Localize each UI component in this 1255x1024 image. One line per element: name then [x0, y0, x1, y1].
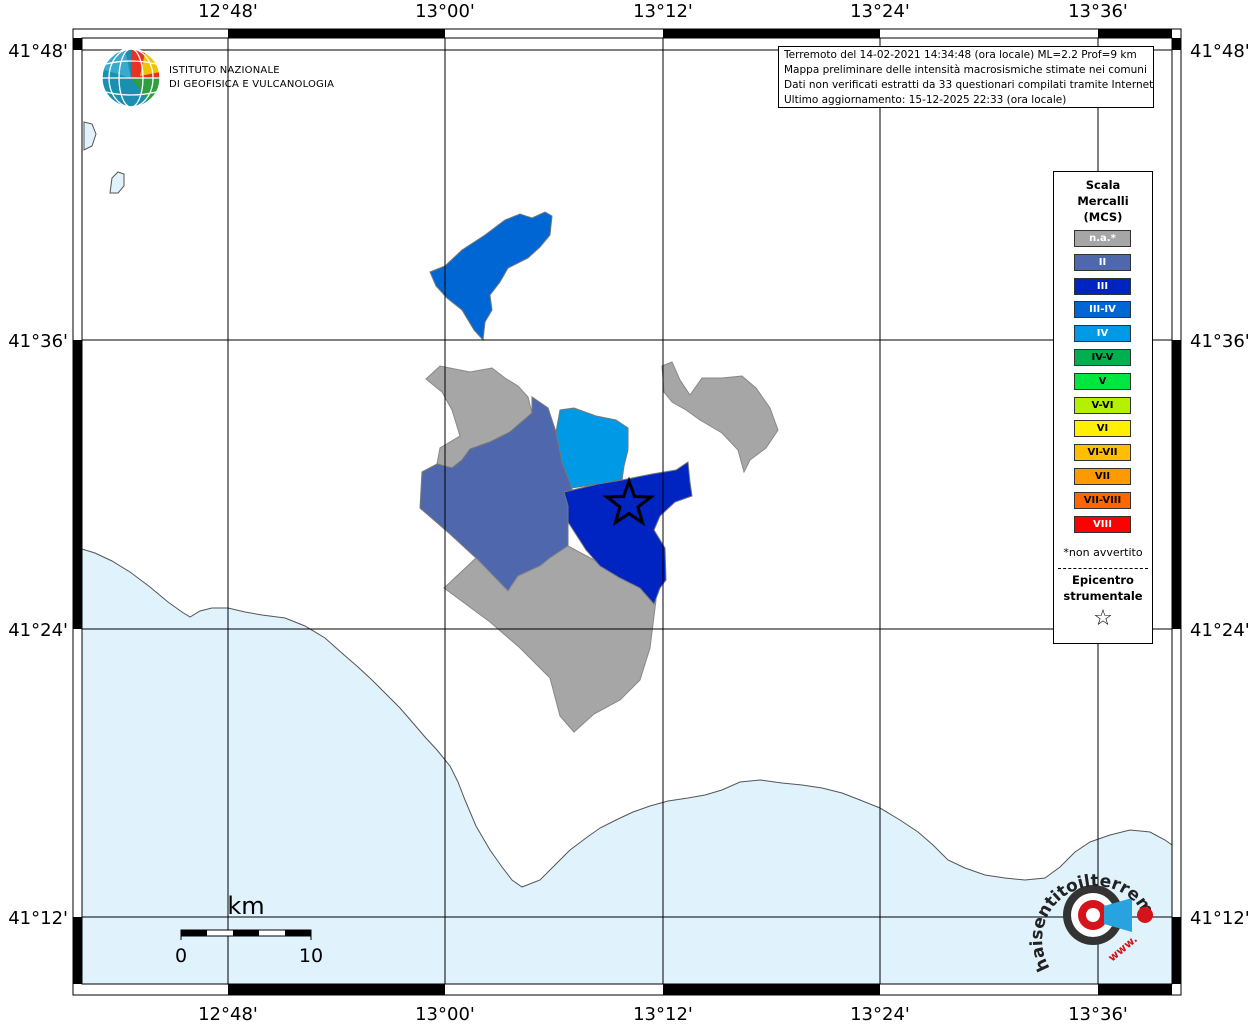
lon-label-top: 13°12': [633, 1, 693, 22]
event-info-line: Mappa preliminare delle intensità macros…: [784, 64, 1147, 76]
legend-swatch: V-VI: [1074, 396, 1131, 414]
event-info-line: Terremoto del 14-02-2021 14:34:48 (ora l…: [784, 49, 1137, 61]
lat-label-left: 41°36': [8, 331, 68, 352]
scale-bar: [180, 929, 312, 940]
municipality-na-east: [661, 361, 779, 474]
event-info-box: Terremoto del 14-02-2021 14:34:48 (ora l…: [778, 46, 1154, 108]
lat-label-left: 41°12': [8, 908, 68, 929]
legend-epicenter-line: strumentale: [1063, 589, 1143, 603]
scale-start: 0: [175, 945, 187, 967]
island: [83, 121, 97, 151]
lon-label-bottom: 13°00': [415, 1004, 475, 1024]
municipality-iii: [563, 461, 693, 605]
legend-swatch: VII: [1074, 468, 1131, 485]
legend-swatch: VI: [1074, 420, 1131, 438]
lon-label-top: 13°00': [415, 1, 475, 22]
event-info-line: Ultimo aggiornamento: 15-12-2025 22:33 (…: [784, 94, 1067, 106]
lat-label-right: 41°12': [1190, 908, 1250, 929]
event-info-line: Dati non verificati estratti da 33 quest…: [784, 79, 1154, 91]
lat-label-right: 41°36': [1190, 331, 1250, 352]
lat-label-left: 41°48': [8, 41, 68, 62]
municipality-iii-iv-north: [429, 211, 553, 342]
legend-swatch: VIII: [1074, 515, 1131, 533]
lon-label-bottom: 13°36': [1068, 1004, 1128, 1024]
legend-epicenter-line: Epicentro: [1072, 573, 1134, 587]
legend-swatch: VI-VII: [1074, 444, 1131, 462]
legend-swatch: n.a.*: [1074, 230, 1131, 247]
island: [109, 171, 125, 194]
epicenter-star-icon: [602, 476, 656, 527]
lon-label-top: 13°36': [1068, 1, 1128, 22]
legend-swatch: II: [1074, 253, 1131, 271]
lat-label-right: 41°24': [1190, 620, 1250, 641]
logo-line: DI GEOFISICA E VULCANOLOGIA: [169, 79, 335, 90]
legend-swatch: IV: [1074, 325, 1131, 343]
legend-swatch: V: [1074, 372, 1131, 390]
legend-title: Scala Mercalli (MCS): [1054, 177, 1152, 225]
legend-star-icon: ☆: [1093, 606, 1113, 631]
scale-end: 10: [299, 945, 323, 967]
ingv-logo-text: ISTITUTO NAZIONALE DI GEOFISICA E VULCAN…: [169, 64, 334, 92]
lon-label-bottom: 13°12': [633, 1004, 693, 1024]
legend-title-line: (MCS): [1083, 210, 1123, 224]
legend-swatch: IV-V: [1074, 349, 1131, 366]
legend-epicenter-label: Epicentro strumentale: [1054, 572, 1152, 604]
ingv-logo-icon: [101, 48, 161, 108]
legend-swatch: III: [1074, 277, 1131, 295]
logo-line: ISTITUTO NAZIONALE: [169, 65, 280, 76]
intensity-legend: Scala Mercalli (MCS) n.a.* II III III-IV IV I…: [1053, 171, 1153, 644]
sea-area: [81, 548, 1173, 985]
lon-label-bottom: 13°24': [850, 1004, 910, 1024]
legend-swatch: III-IV: [1074, 301, 1131, 319]
legend-swatch: VII-VIII: [1074, 491, 1131, 509]
map-frame: [72, 28, 1182, 996]
legend-title-line: Mercalli: [1077, 194, 1129, 208]
legend-divider: [1058, 568, 1148, 569]
municipality-iv: [555, 407, 629, 489]
lon-label-bottom: 12°48': [198, 1004, 258, 1024]
lon-label-top: 12°48': [198, 1, 258, 22]
scale-unit: km: [227, 892, 264, 920]
lon-label-top: 13°24': [850, 1, 910, 22]
legend-title-line: Scala: [1085, 178, 1121, 192]
lat-label-right: 41°48': [1190, 41, 1250, 62]
lat-label-left: 41°24': [8, 620, 68, 641]
legend-note: *non avvertito: [1063, 546, 1143, 559]
